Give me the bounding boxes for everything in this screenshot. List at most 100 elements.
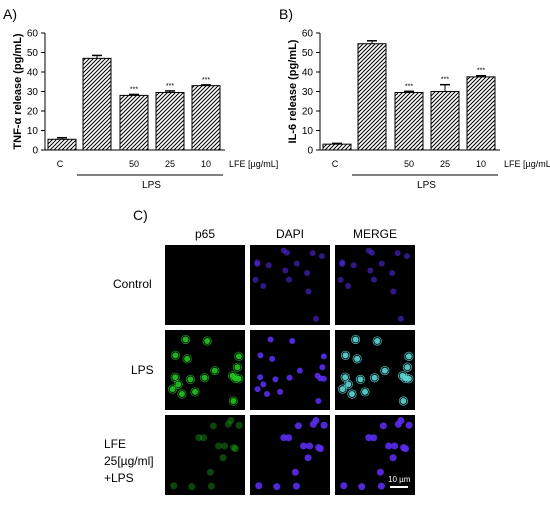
micrograph-merge-row1 bbox=[335, 245, 415, 325]
cell-nucleus bbox=[211, 367, 218, 374]
cell-nucleus bbox=[182, 336, 189, 343]
y-tick-label: 20 bbox=[27, 107, 39, 118]
category-label: 25 bbox=[440, 159, 450, 169]
column-label-p65: p65 bbox=[194, 227, 216, 241]
cell-nucleus bbox=[184, 355, 191, 362]
cell-nucleus bbox=[200, 434, 208, 442]
cell-nucleus bbox=[315, 398, 322, 405]
cell-ring bbox=[369, 373, 380, 383]
cell-ring bbox=[202, 336, 212, 346]
cell-nucleus bbox=[235, 353, 242, 360]
cell-nucleus bbox=[385, 442, 393, 450]
cell-nucleus bbox=[230, 398, 237, 405]
cell-nucleus bbox=[362, 388, 369, 395]
cell-ring bbox=[380, 365, 390, 376]
column-label-merge: MERGE bbox=[352, 227, 397, 241]
y-tick-label: 30 bbox=[27, 87, 39, 98]
cell-nucleus bbox=[172, 352, 179, 359]
cell-ring bbox=[177, 389, 187, 399]
bar bbox=[394, 91, 424, 151]
cell-nucleus bbox=[319, 364, 326, 371]
cell-ring bbox=[210, 365, 220, 376]
bar bbox=[357, 43, 387, 151]
micrograph-merge-row3 bbox=[335, 415, 415, 495]
cell-nucleus bbox=[358, 483, 366, 491]
cell-nucleus bbox=[345, 381, 352, 388]
cell-nucleus bbox=[280, 434, 288, 442]
cell-nucleus bbox=[267, 336, 274, 343]
cell-nucleus bbox=[224, 420, 232, 428]
bar bbox=[82, 57, 112, 151]
bar bbox=[466, 76, 496, 151]
cell-nucleus bbox=[352, 336, 359, 343]
y-tick-label: 50 bbox=[27, 48, 39, 59]
cell-ring bbox=[227, 371, 238, 381]
bar bbox=[119, 94, 149, 151]
cell-nucleus bbox=[291, 468, 299, 476]
row-label-lfe: LFE 25[µg/ml] +LPS bbox=[104, 436, 154, 487]
cell-ring bbox=[167, 384, 178, 394]
cell-ring bbox=[352, 354, 362, 364]
cell-nucleus bbox=[201, 374, 208, 381]
cell-nucleus bbox=[342, 352, 349, 359]
row-label-lfe-line2: 25[µg/ml] bbox=[104, 454, 154, 468]
cell-nucleus bbox=[309, 250, 316, 257]
significance-label: *** bbox=[405, 83, 413, 90]
micrograph-dapi-row1 bbox=[250, 245, 330, 325]
micrograph-dapi-row3 bbox=[250, 415, 330, 495]
cell-ring bbox=[404, 374, 414, 384]
row-label-control: Control bbox=[113, 276, 152, 293]
cell-nucleus bbox=[378, 260, 385, 267]
significance-label: *** bbox=[130, 86, 138, 93]
cell-ring bbox=[199, 373, 210, 383]
y-tick-label: 0 bbox=[307, 146, 313, 157]
cell-nucleus bbox=[400, 398, 407, 405]
cell-nucleus bbox=[204, 337, 211, 344]
cell-nucleus bbox=[401, 445, 409, 453]
cell-nucleus bbox=[304, 270, 311, 277]
cell-ring bbox=[228, 396, 238, 406]
cell-ring bbox=[337, 384, 348, 394]
cell-ring bbox=[182, 354, 192, 364]
cell-nucleus bbox=[254, 261, 261, 268]
cell-nucleus bbox=[231, 445, 239, 453]
cell-ring bbox=[360, 387, 370, 397]
micrograph-image bbox=[254, 336, 327, 405]
micrograph-merge-row2 bbox=[335, 330, 415, 410]
x-axis-label: LFE [µg/mL] bbox=[229, 159, 278, 169]
cell-nucleus bbox=[365, 247, 372, 254]
cell-nucleus bbox=[286, 374, 293, 381]
cell-ring bbox=[234, 374, 244, 384]
cell-nucleus bbox=[354, 355, 361, 362]
cell-nucleus bbox=[350, 262, 357, 269]
cell-nucleus bbox=[282, 267, 289, 274]
cell-nucleus bbox=[289, 337, 296, 344]
micrograph-dapi-row2 bbox=[250, 330, 330, 410]
cell-nucleus bbox=[339, 386, 346, 393]
micrograph-image bbox=[167, 334, 244, 406]
cell-nucleus bbox=[376, 468, 384, 476]
cell-nucleus bbox=[227, 417, 235, 425]
cell-nucleus bbox=[235, 375, 242, 382]
scale-bar-label: 10 µm bbox=[388, 475, 411, 484]
cell-nucleus bbox=[405, 353, 412, 360]
cell-nucleus bbox=[169, 386, 176, 393]
cell-nucleus bbox=[348, 391, 355, 398]
bar bbox=[155, 91, 185, 151]
x-axis-label: LFE [µg/mL] bbox=[504, 159, 550, 169]
cell-nucleus bbox=[320, 353, 327, 360]
cell-ring bbox=[355, 374, 366, 385]
cell-nucleus bbox=[389, 454, 397, 462]
column-label-dapi: DAPI bbox=[275, 227, 304, 241]
y-tick-label: 40 bbox=[27, 68, 39, 79]
y-tick-label: 40 bbox=[302, 68, 314, 79]
micrograph-p65-row3 bbox=[165, 415, 245, 495]
cell-nucleus bbox=[230, 444, 238, 452]
row-label-control-text: Control bbox=[113, 277, 152, 291]
cell-nucleus bbox=[292, 482, 300, 490]
cell-nucleus bbox=[316, 445, 324, 453]
cell-nucleus bbox=[367, 267, 374, 274]
y-tick-label: 10 bbox=[27, 126, 39, 137]
cell-ring bbox=[190, 387, 200, 397]
